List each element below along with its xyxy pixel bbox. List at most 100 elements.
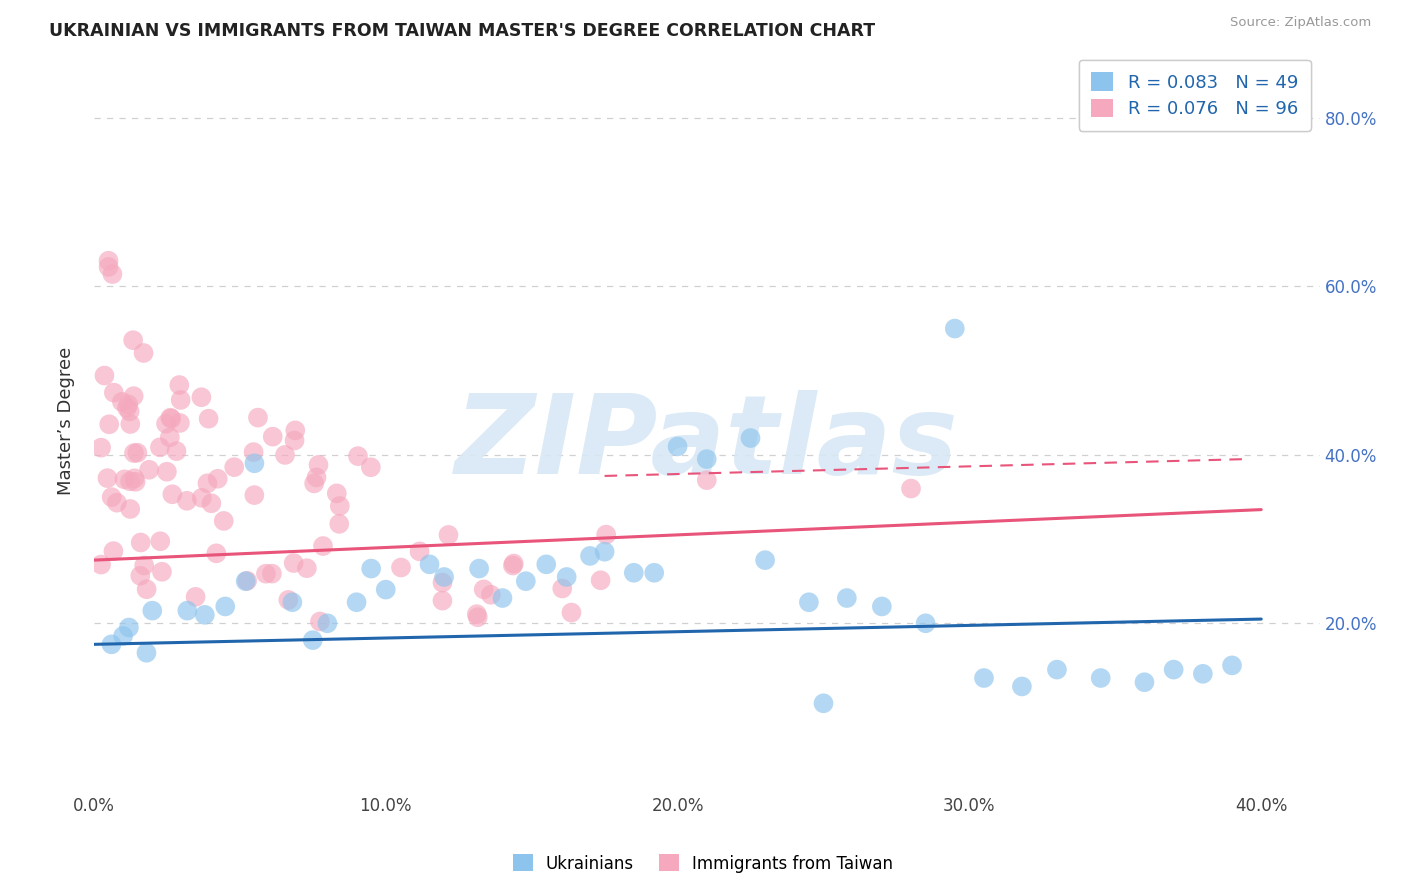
Point	[160, 411, 183, 425]
Point	[305, 470, 328, 484]
Point	[316, 616, 339, 631]
Point	[560, 606, 582, 620]
Point	[295, 561, 318, 575]
Point	[169, 378, 191, 392]
Text: Source: ZipAtlas.com: Source: ZipAtlas.com	[1230, 16, 1371, 29]
Point	[135, 646, 157, 660]
Point	[100, 637, 122, 651]
Point	[135, 582, 157, 597]
Point	[277, 593, 299, 607]
Point	[914, 616, 936, 631]
Point	[120, 417, 142, 431]
Point	[835, 591, 858, 605]
Point	[437, 528, 460, 542]
Point	[589, 574, 612, 588]
Point	[176, 604, 198, 618]
Point	[138, 463, 160, 477]
Point	[329, 499, 352, 513]
Point	[312, 539, 335, 553]
Point	[194, 607, 217, 622]
Point	[149, 440, 172, 454]
Point	[515, 574, 537, 589]
Point	[281, 595, 304, 609]
Point	[254, 566, 277, 581]
Point	[696, 473, 718, 487]
Point	[262, 430, 284, 444]
Point	[96, 471, 118, 485]
Point	[169, 416, 191, 430]
Point	[595, 527, 617, 541]
Point	[103, 544, 125, 558]
Point	[432, 575, 454, 590]
Point	[308, 458, 330, 472]
Point	[190, 390, 212, 404]
Point	[115, 401, 138, 415]
Point	[328, 516, 350, 531]
Legend: Ukrainians, Immigrants from Taiwan: Ukrainians, Immigrants from Taiwan	[506, 847, 900, 880]
Point	[98, 417, 121, 432]
Point	[283, 434, 305, 448]
Point	[900, 482, 922, 496]
Point	[740, 431, 762, 445]
Point	[176, 493, 198, 508]
Point	[643, 566, 665, 580]
Point	[129, 535, 152, 549]
Point	[93, 368, 115, 383]
Point	[200, 496, 222, 510]
Point	[1011, 680, 1033, 694]
Text: UKRAINIAN VS IMMIGRANTS FROM TAIWAN MASTER'S DEGREE CORRELATION CHART: UKRAINIAN VS IMMIGRANTS FROM TAIWAN MAST…	[49, 22, 876, 40]
Point	[101, 267, 124, 281]
Point	[593, 545, 616, 559]
Point	[214, 599, 236, 614]
Point	[111, 394, 134, 409]
Point	[302, 476, 325, 491]
Point	[389, 560, 412, 574]
Point	[90, 558, 112, 572]
Point	[479, 588, 502, 602]
Point	[491, 591, 513, 605]
Point	[97, 260, 120, 274]
Point	[284, 423, 307, 437]
Point	[467, 610, 489, 624]
Point	[433, 570, 456, 584]
Point	[118, 620, 141, 634]
Point	[246, 410, 269, 425]
Point	[103, 385, 125, 400]
Point	[159, 410, 181, 425]
Point	[347, 449, 370, 463]
Point	[555, 570, 578, 584]
Point	[197, 476, 219, 491]
Point	[301, 633, 323, 648]
Point	[166, 444, 188, 458]
Point	[696, 452, 718, 467]
Point	[472, 582, 495, 597]
Point	[118, 404, 141, 418]
Point	[184, 590, 207, 604]
Point	[112, 629, 135, 643]
Point	[666, 440, 689, 454]
Point	[155, 417, 177, 431]
Point	[169, 392, 191, 407]
Point	[212, 514, 235, 528]
Point	[260, 566, 283, 581]
Point	[243, 488, 266, 502]
Point	[432, 593, 454, 607]
Point	[326, 486, 349, 500]
Point	[813, 696, 835, 710]
Point	[1133, 675, 1156, 690]
Point	[124, 471, 146, 485]
Point	[346, 595, 368, 609]
Point	[283, 556, 305, 570]
Point	[122, 446, 145, 460]
Point	[943, 321, 966, 335]
Point	[1163, 663, 1185, 677]
Point	[141, 604, 163, 618]
Point	[502, 558, 524, 573]
Point	[90, 441, 112, 455]
Point	[973, 671, 995, 685]
Text: ZIPatlas: ZIPatlas	[456, 390, 959, 497]
Point	[360, 460, 382, 475]
Point	[129, 568, 152, 582]
Point	[236, 574, 259, 588]
Point	[1046, 663, 1069, 677]
